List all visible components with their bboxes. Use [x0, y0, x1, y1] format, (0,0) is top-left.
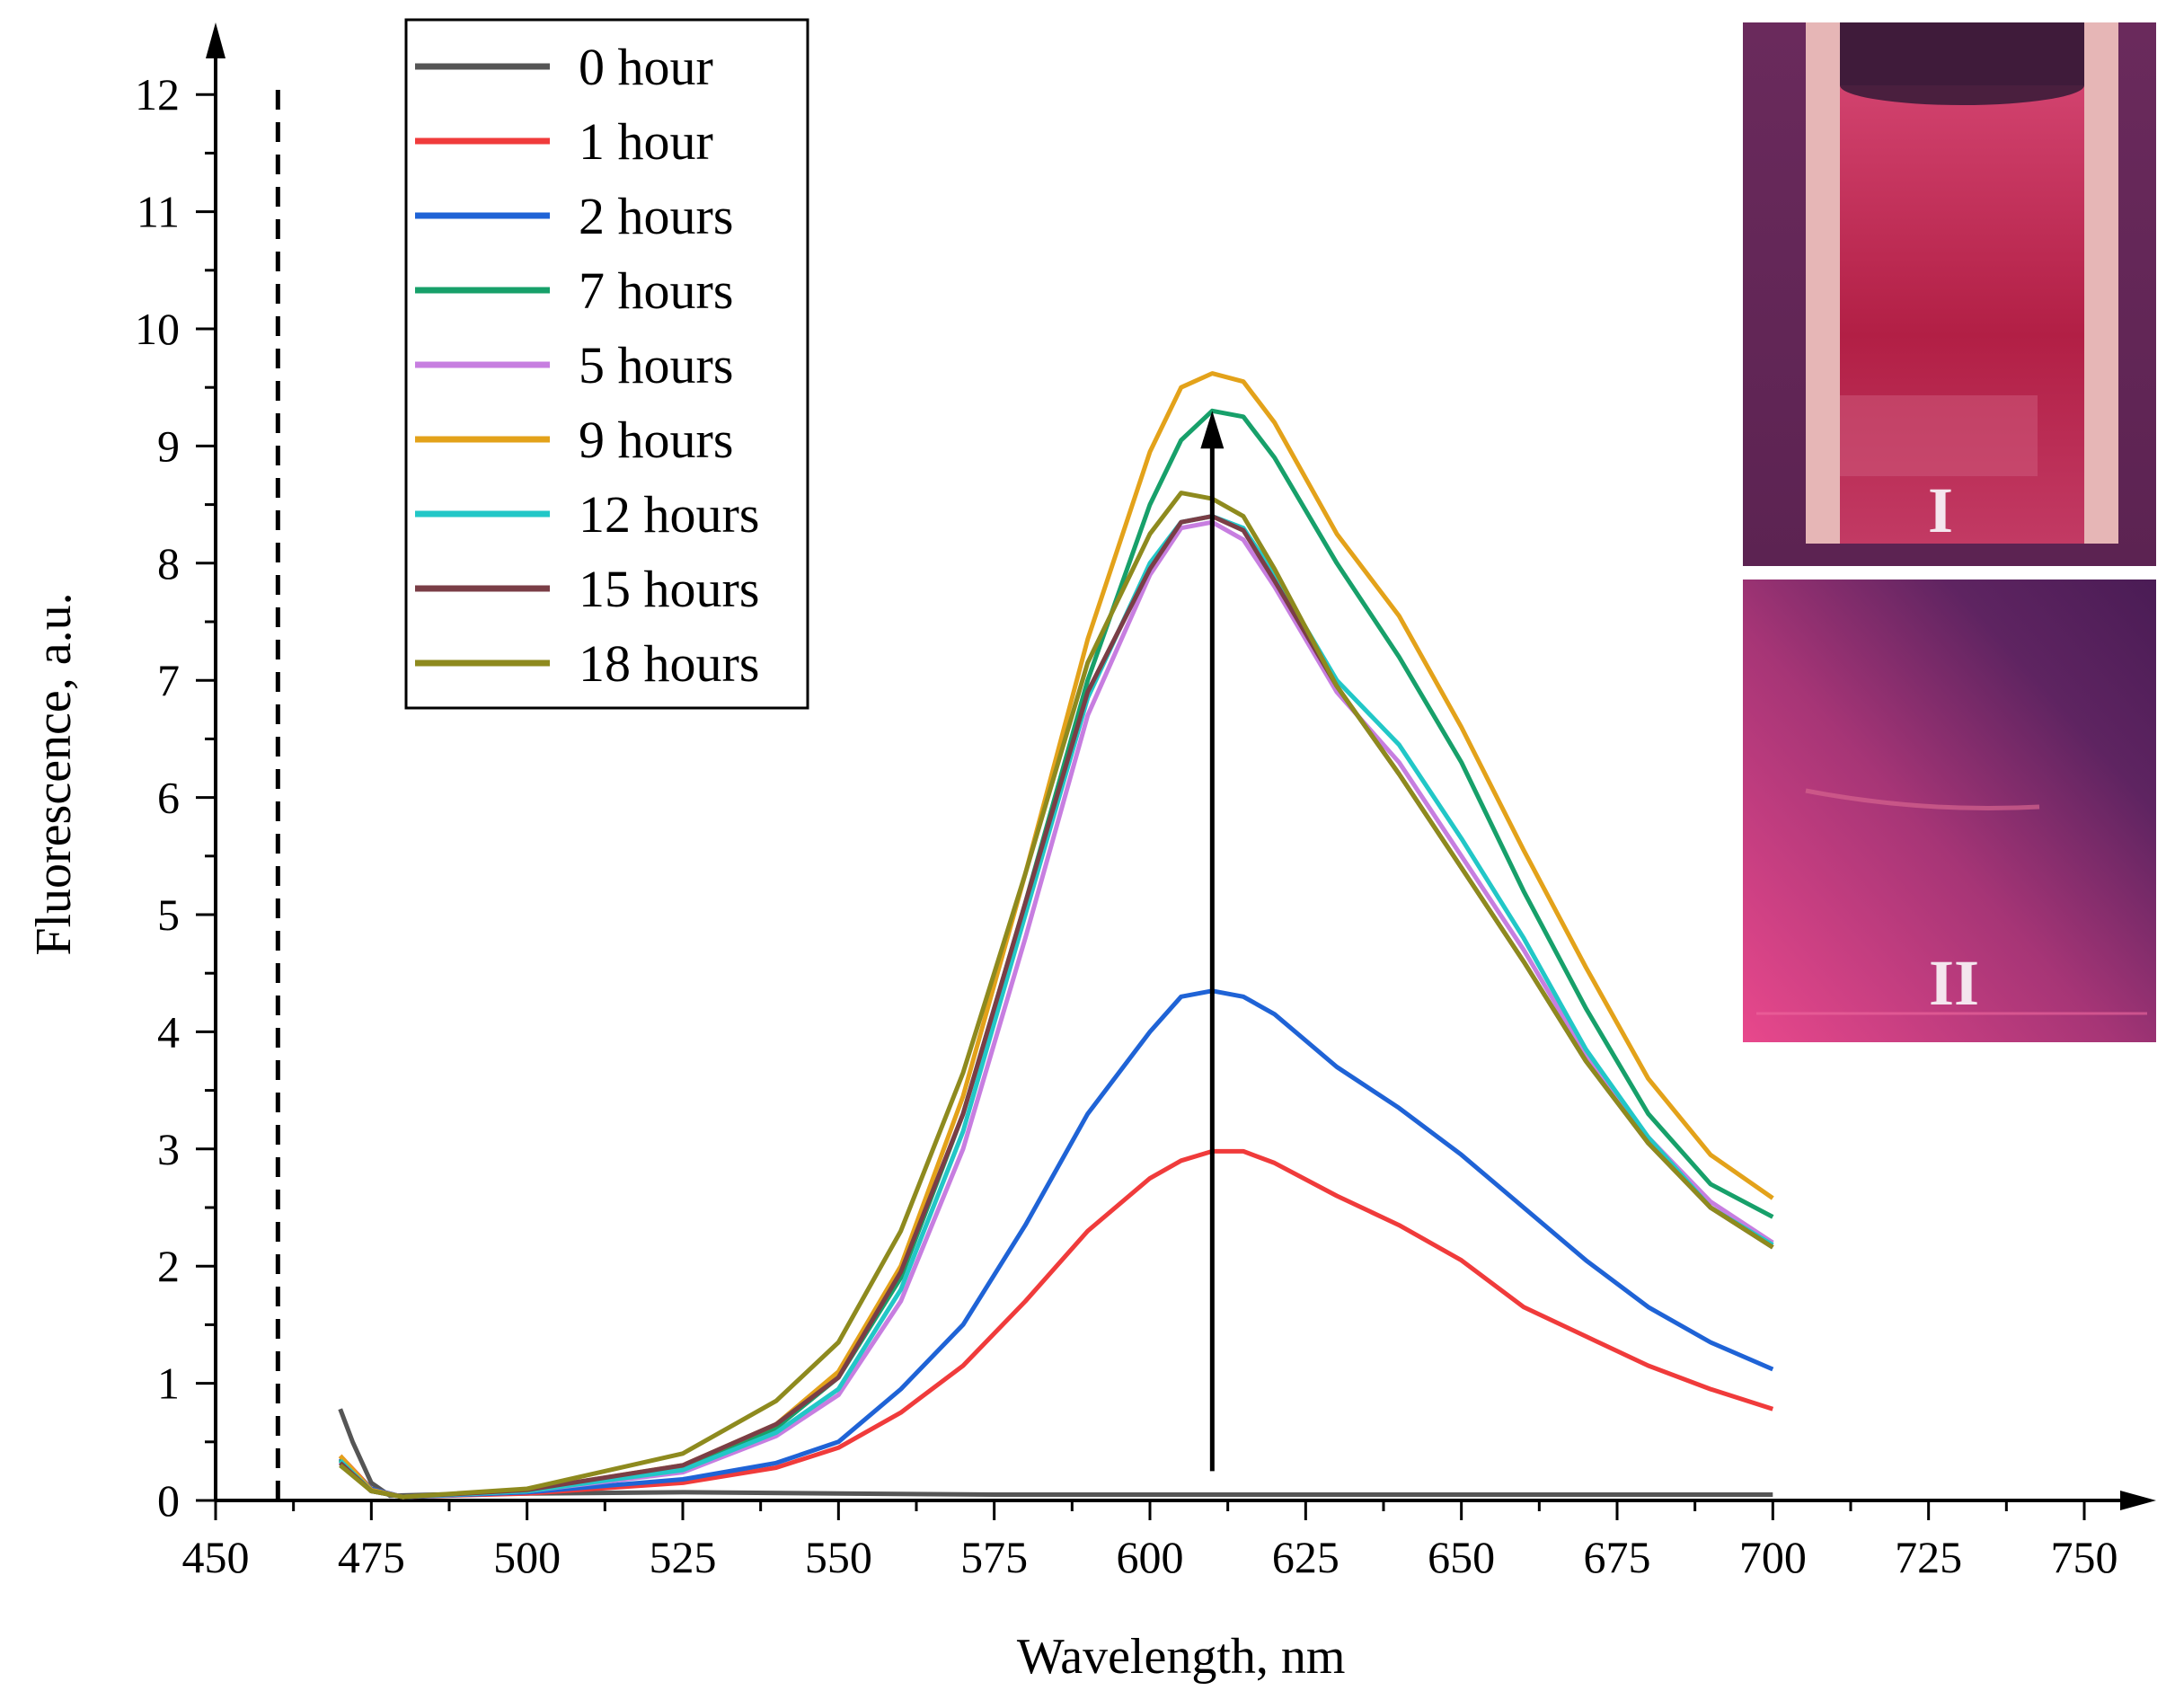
x-tick-label: 550	[805, 1532, 872, 1582]
x-tick-label: 600	[1117, 1532, 1184, 1582]
x-tick-label: 475	[338, 1532, 405, 1582]
inset-photo-ii: II	[1743, 580, 2156, 1042]
x-tick-label: 750	[2051, 1532, 2118, 1582]
x-tick-label: 500	[493, 1532, 561, 1582]
y-tick-label: 2	[157, 1241, 180, 1291]
y-tick-label: 3	[157, 1124, 180, 1174]
inset-label-ii: II	[1929, 947, 1979, 1019]
y-tick-label: 9	[157, 420, 180, 471]
x-axis-title: Wavelength, nm	[1017, 1629, 1346, 1685]
x-tick-label: 675	[1584, 1532, 1651, 1582]
legend-label-7: 15 hours	[579, 560, 759, 618]
trend-arrowhead	[1200, 411, 1225, 449]
axes-group: 450 475 500 525 550 575 600 625 650 675 700 725 7500…	[26, 22, 2156, 1685]
y-axis-arrowhead	[206, 22, 225, 58]
legend-label-1: 1 hour	[579, 112, 713, 171]
y-tick-label: 5	[157, 889, 180, 940]
legend: 0 hour 1 hour 2 hours 7 hours 5 hours 9 hours…	[404, 18, 809, 710]
y-tick-label: 12	[135, 69, 180, 119]
series-line-1	[338, 1148, 1774, 1500]
x-tick-label: 625	[1272, 1532, 1339, 1582]
legend-label-4: 5 hours	[579, 336, 733, 394]
legend-label-5: 9 hours	[579, 411, 733, 469]
y-tick-label: 8	[157, 538, 180, 589]
y-tick-label: 0	[157, 1475, 180, 1526]
x-tick-label: 575	[960, 1532, 1028, 1582]
inset-label-i: I	[1928, 474, 1953, 546]
legend-label-0: 0 hour	[579, 38, 713, 96]
y-tick-label: 7	[157, 655, 180, 705]
x-tick-label: 450	[182, 1532, 250, 1582]
y-tick-label: 4	[157, 1006, 180, 1057]
series-line-0	[338, 1408, 1773, 1499]
legend-label-2: 2 hours	[579, 187, 733, 245]
x-tick-label: 525	[650, 1532, 717, 1582]
series-group	[338, 371, 1774, 1500]
x-axis-arrowhead	[2120, 1491, 2156, 1510]
legend-label-6: 12 hours	[579, 485, 759, 544]
inset-photo-i: I	[1743, 22, 2156, 566]
series-line-2	[338, 988, 1774, 1500]
x-tick-label: 650	[1428, 1532, 1495, 1582]
y-tick-label: 1	[157, 1358, 180, 1409]
y-axis-title: Fluorescence, a.u.	[26, 592, 82, 955]
y-tick-label: 10	[135, 304, 180, 354]
series-line-8	[339, 491, 1774, 1500]
x-tick-label: 700	[1739, 1532, 1807, 1582]
legend-label-3: 7 hours	[579, 261, 733, 320]
y-tick-label: 11	[137, 187, 180, 237]
x-tick-label: 725	[1895, 1532, 1962, 1582]
legend-label-8: 18 hours	[579, 634, 759, 693]
y-tick-label: 6	[157, 773, 180, 823]
